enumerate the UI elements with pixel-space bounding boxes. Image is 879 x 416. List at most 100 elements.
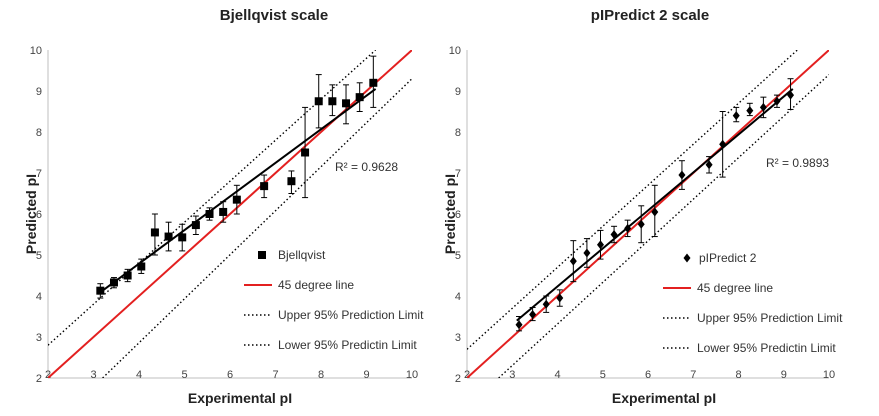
data-point xyxy=(205,210,214,218)
legend: Bjellqvist 45 degree line Upper 95% Predic… xyxy=(244,248,424,352)
legend-marker-square xyxy=(258,251,266,259)
data-point xyxy=(287,177,296,186)
data-point xyxy=(178,233,187,242)
y-tick-label: 4 xyxy=(455,291,461,303)
data-point xyxy=(150,228,159,237)
data-point xyxy=(109,278,118,287)
y-tick-label: 7 xyxy=(36,168,42,180)
x-axis-title: Experimental pI xyxy=(612,390,716,406)
chart-panel-1: Bjellqvist scale 2 3 4 5 6 7 8 9 10 2 3 4 5 6 7 8 9 10 Expe… xyxy=(23,7,424,406)
legend-label: pIPredict 2 xyxy=(699,251,757,265)
legend-label: Upper 95% Prediction Limit xyxy=(697,311,843,325)
data-point xyxy=(191,221,200,230)
legend: pIPredict 2 45 degree line Upper 95% Predi… xyxy=(663,251,843,355)
x-tick-label: 9 xyxy=(781,369,787,381)
data-point xyxy=(787,90,795,100)
chart-title: Bjellqvist scale xyxy=(220,7,328,24)
data-point xyxy=(369,78,378,87)
x-tick-label: 7 xyxy=(272,369,278,381)
data-point xyxy=(773,96,781,106)
legend-label: 45 degree line xyxy=(697,281,773,295)
chart-panel-2: pIPredict 2 scale 2 3 4 5 6 7 8 9 10 2 3 4 5 6 7 8 9 10 Exp… xyxy=(442,7,843,406)
data-point xyxy=(123,271,132,280)
x-tick-label: 10 xyxy=(406,369,418,381)
r-squared-label: R² = 0.9628 xyxy=(335,160,398,174)
x-tick-label: 5 xyxy=(181,369,187,381)
data-point xyxy=(260,182,269,191)
x-tick-label: 10 xyxy=(823,369,835,381)
y-tick-label: 9 xyxy=(36,86,42,98)
y-tick-label: 5 xyxy=(36,250,42,262)
x-tick-label: 6 xyxy=(227,369,233,381)
legend-label: Lower 95% Predictin Limit xyxy=(697,341,836,355)
legend-label: Bjellqvist xyxy=(278,248,326,262)
x-tick-label: 5 xyxy=(600,369,606,381)
data-point xyxy=(705,160,713,170)
data-point xyxy=(314,97,323,106)
data-points xyxy=(96,55,378,299)
y-axis-title: Predicted pI xyxy=(442,174,458,254)
y-tick-label: 10 xyxy=(30,45,42,57)
reference-lines xyxy=(467,50,829,378)
lower-prediction-limit-line xyxy=(498,74,829,378)
data-point xyxy=(624,223,632,233)
data-point xyxy=(637,219,645,229)
y-tick-label: 4 xyxy=(36,291,42,303)
y-axis-title: Predicted pI xyxy=(23,174,39,254)
legend-label: Lower 95% Predictin Limit xyxy=(278,338,417,352)
data-point xyxy=(746,106,754,116)
x-tick-label: 7 xyxy=(690,369,696,381)
x-tick-label: 9 xyxy=(363,369,369,381)
x-tick-label: 2 xyxy=(45,369,51,381)
data-point xyxy=(569,256,577,266)
data-point xyxy=(342,99,351,108)
data-point xyxy=(515,320,523,330)
y-tick-label: 6 xyxy=(36,209,42,221)
data-point xyxy=(96,286,105,295)
x-tick-label: 3 xyxy=(509,369,515,381)
lower-prediction-limit-line xyxy=(102,78,412,378)
y-tick-label: 6 xyxy=(455,209,461,221)
data-point xyxy=(556,293,564,303)
data-point xyxy=(219,207,228,216)
upper-prediction-limit-line xyxy=(467,50,798,350)
data-points xyxy=(515,78,795,332)
x-tick-label: 4 xyxy=(136,369,142,381)
upper-prediction-limit-line xyxy=(48,50,377,346)
data-point xyxy=(328,97,337,106)
y-tick-label: 5 xyxy=(455,250,461,262)
x-tick-label: 6 xyxy=(645,369,651,381)
legend-marker-diamond xyxy=(683,253,691,263)
y-tick-label: 3 xyxy=(36,332,42,344)
data-point xyxy=(164,232,173,241)
x-tick-label: 4 xyxy=(554,369,560,381)
data-point xyxy=(529,309,537,319)
data-point xyxy=(610,230,618,239)
y-tick-label: 9 xyxy=(455,86,461,98)
y-tick-label: 8 xyxy=(36,127,42,139)
x-tick-label: 2 xyxy=(464,369,470,381)
data-point xyxy=(583,248,591,258)
x-tick-label: 8 xyxy=(735,369,741,381)
data-point xyxy=(732,111,740,121)
data-point xyxy=(232,195,241,204)
data-point xyxy=(137,262,146,271)
data-point xyxy=(301,148,310,157)
data-point xyxy=(759,102,767,112)
y-tick-label: 7 xyxy=(455,168,461,180)
r-squared-label: R² = 0.9893 xyxy=(766,156,829,170)
y-tick-label: 3 xyxy=(455,332,461,344)
data-point xyxy=(678,170,686,180)
forty-five-degree-line xyxy=(48,50,412,378)
x-tick-label: 3 xyxy=(90,369,96,381)
data-point xyxy=(719,139,727,149)
y-tick-label: 8 xyxy=(455,127,461,139)
y-tick-label: 2 xyxy=(36,373,42,385)
forty-five-degree-line xyxy=(467,50,829,378)
legend-label: Upper 95% Prediction Limit xyxy=(278,308,424,322)
data-point xyxy=(596,240,604,250)
y-tick-label: 10 xyxy=(449,45,461,57)
chart-title: pIPredict 2 scale xyxy=(591,7,709,24)
data-point xyxy=(651,207,659,217)
